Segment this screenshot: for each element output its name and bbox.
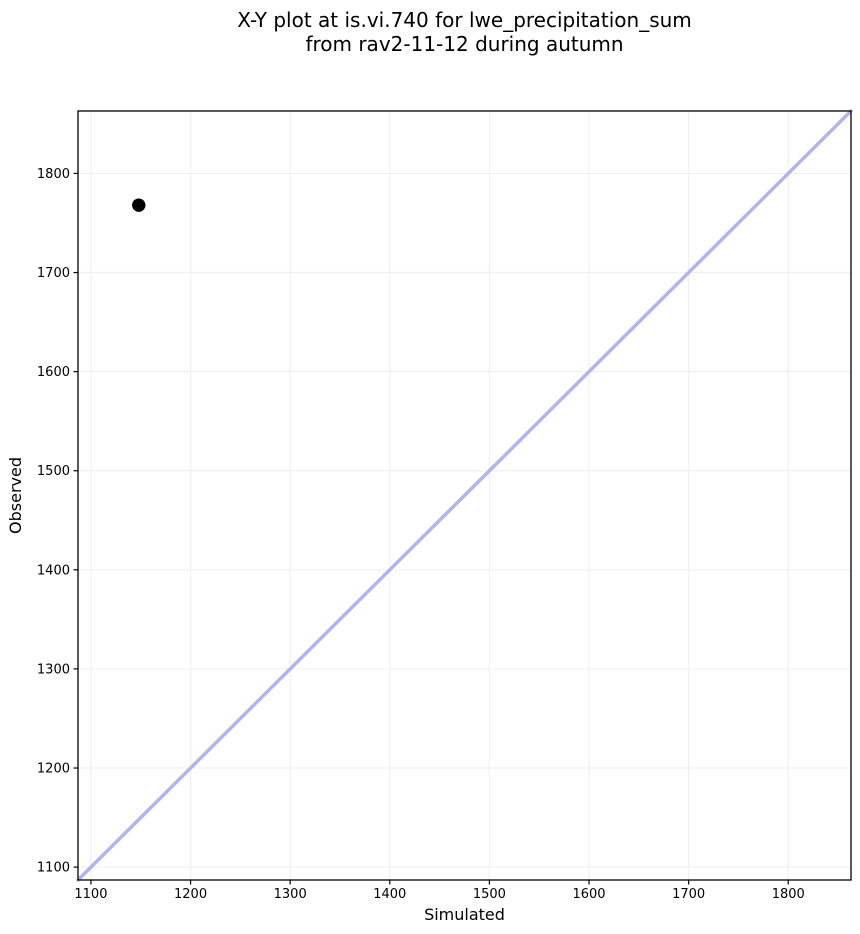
- chart-title-line-1: X-Y plot at is.vi.740 for lwe_precipitat…: [237, 8, 692, 32]
- chart-title-line-2: from rav2-11-12 during autumn: [305, 32, 624, 56]
- x-tick-label: 1200: [174, 887, 207, 902]
- y-tick-label: 1600: [37, 365, 70, 380]
- x-tick-label: 1500: [473, 887, 506, 902]
- x-tick-label: 1600: [572, 887, 605, 902]
- y-tick-label: 1500: [37, 464, 70, 479]
- x-tick-label: 1700: [672, 887, 705, 902]
- identity-line: [76, 109, 853, 882]
- y-tick-label: 1400: [37, 563, 70, 578]
- x-tick-label: 1400: [373, 887, 406, 902]
- data-points: [132, 198, 146, 212]
- y-tick-label: 1100: [37, 861, 70, 876]
- chart-title: X-Y plot at is.vi.740 for lwe_precipitat…: [78, 8, 851, 56]
- x-axis-label: Simulated: [424, 905, 505, 924]
- x-tick-label: 1300: [274, 887, 307, 902]
- y-tick-label: 1300: [37, 662, 70, 677]
- y-tick-label: 1800: [37, 167, 70, 182]
- gridlines: [78, 111, 851, 880]
- tick-labels: 1100 1200 1300 1400 1500 1600 1700 1800 1100 1200…: [37, 167, 805, 902]
- y-axis-label: Observed: [6, 457, 25, 534]
- tick-marks: [73, 172, 789, 885]
- identity-line-group: [76, 109, 853, 882]
- x-tick-label: 1100: [74, 887, 107, 902]
- plot-border: [77, 110, 852, 881]
- y-tick-label: 1200: [37, 762, 70, 777]
- y-tick-label: 1700: [37, 266, 70, 281]
- x-tick-label: 1800: [772, 887, 805, 902]
- data-point: [132, 198, 146, 212]
